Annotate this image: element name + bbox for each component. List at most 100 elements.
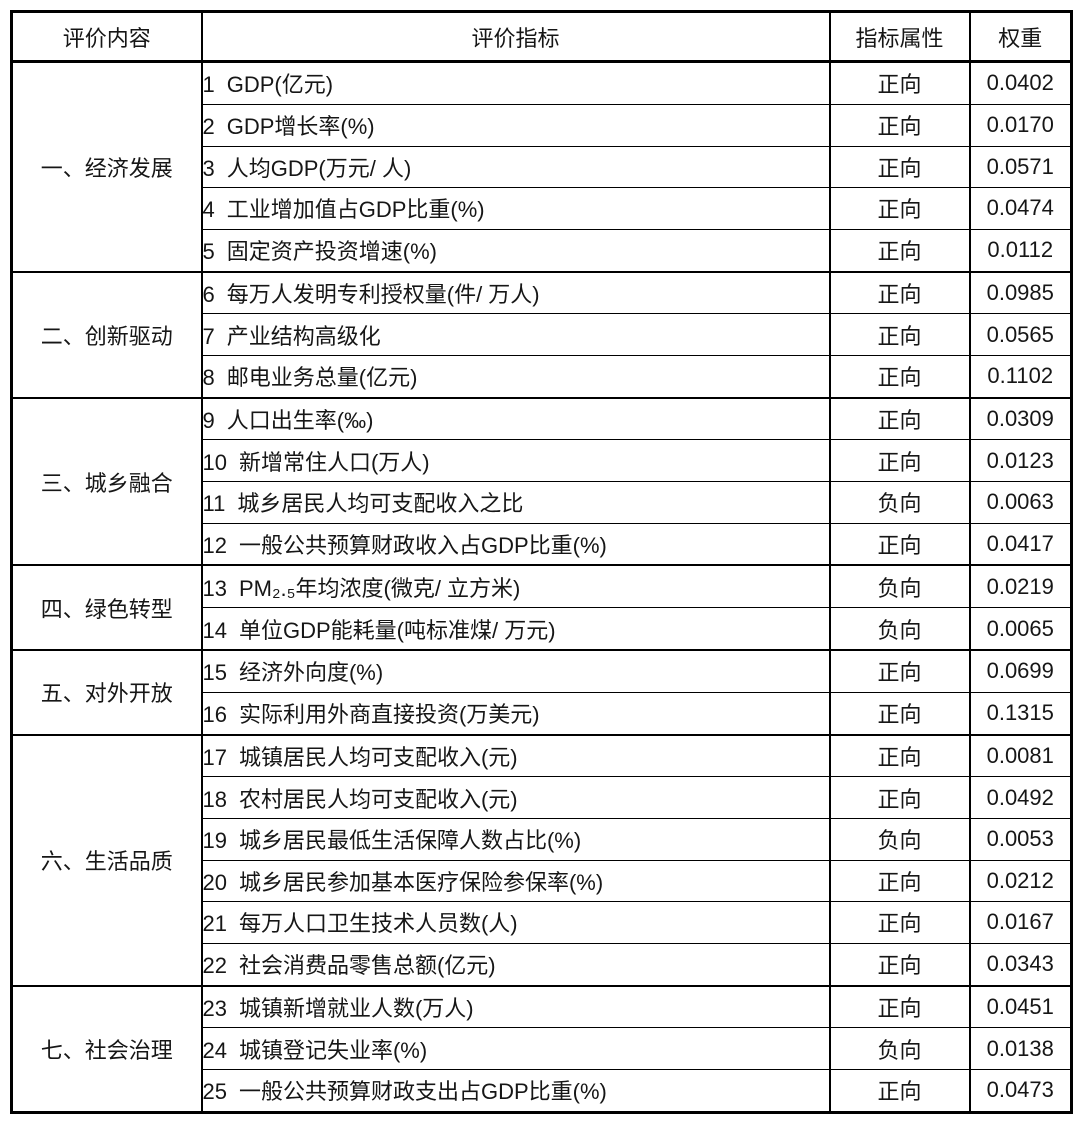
indicator-row: 六、生活品质 17 城镇居民人均可支配收入(元) 正向 0.0081 — [10, 733, 1073, 987]
category-cell: 二、创新驱动 — [10, 270, 203, 399]
indicator-label: GDP(亿元) — [226, 72, 334, 98]
indicator-number: 22 — [202, 953, 227, 979]
indicator-cell: 17 城镇居民人均可支配收入(元) — [200, 733, 831, 778]
indicator-cell: 14 单位GDP能耗量(吨标准煤/ 万元) — [200, 607, 831, 651]
weight-cell: 0.0571 — [968, 145, 1073, 189]
header-content: 评价内容 — [10, 10, 203, 63]
indicator-label: 人口出生率(‰) — [226, 408, 374, 434]
indicator-row: 四、绿色转型 13 PM₂.₅年均浓度(微克/ 立方米) 负向 0.0219 — [10, 564, 1073, 651]
indicator-number: 1 — [202, 72, 215, 98]
weight-cell: 0.0309 — [968, 396, 1073, 441]
indicator-cell: 10 新增常住人口(万人) — [200, 439, 831, 483]
weight-cell: 0.0343 — [968, 942, 1073, 987]
attribute-cell: 负向 — [828, 817, 971, 861]
category-cell: 五、对外开放 — [10, 649, 203, 736]
weight-cell: 0.0473 — [968, 1068, 1073, 1114]
weight-cell: 0.0081 — [968, 733, 1073, 778]
indicator-cell: 21 每万人口卫生技术人员数(人) — [200, 901, 831, 944]
attribute-cell: 正向 — [828, 859, 971, 903]
indicator-cell: 25 一般公共预算财政支出占GDP比重(%) — [200, 1068, 831, 1114]
indicator-label: 实际利用外商直接投资(万美元) — [238, 702, 540, 728]
evaluation-indicator-table: 评价内容 评价指标 指标属性 权重 一、经济发展 1 GDP(亿元) 正向 0.0402… — [10, 10, 1073, 1114]
indicator-row: 七、社会治理 23 城镇新增就业人数(万人) 正向 0.0451 — [10, 984, 1073, 1113]
attribute-cell: 正向 — [828, 228, 971, 273]
header-row: 评价内容 评价指标 指标属性 权重 — [10, 10, 1073, 63]
attribute-cell: 负向 — [828, 481, 971, 524]
indicator-number: 6 — [202, 281, 215, 307]
weight-cell: 0.1102 — [968, 354, 1073, 399]
attribute-cell: 正向 — [828, 145, 971, 189]
attribute-cell: 正向 — [828, 984, 971, 1029]
indicator-label: 单位GDP能耗量(吨标准煤/ 万元) — [238, 617, 556, 643]
indicator-row: 24 城镇登记失业率(%) 负向 0.0138 — [12, 1027, 1073, 1070]
indicator-number: 8 — [202, 365, 215, 391]
header-weight: 权重 — [968, 10, 1073, 63]
indicator-label: GDP增长率(%) — [226, 114, 375, 140]
indicator-number: 5 — [202, 239, 215, 265]
indicator-label: 城镇新增就业人数(万人) — [238, 995, 474, 1021]
indicator-label: 社会消费品零售总额(亿元) — [238, 953, 496, 979]
indicator-row: 一、经济发展 1 GDP(亿元) 正向 0.0402 — [10, 60, 1073, 273]
indicator-cell: 11 城乡居民人均可支配收入之比 — [200, 481, 831, 524]
indicator-number: 20 — [202, 869, 227, 895]
category-cell: 六、生活品质 — [10, 733, 203, 987]
indicator-cell: 20 城乡居民参加基本医疗保险参保率(%) — [200, 859, 831, 903]
indicator-label: 一般公共预算财政收入占GDP比重(%) — [238, 533, 607, 559]
indicator-label: 一般公共预算财政支出占GDP比重(%) — [238, 1079, 607, 1105]
indicator-row: 5 固定资产投资增速(%) 正向 0.0112 — [12, 228, 1073, 273]
indicator-row: 21 每万人口卫生技术人员数(人) 正向 0.0167 — [12, 901, 1073, 944]
category-cell: 三、城乡融合 — [10, 396, 203, 566]
table-body: 一、经济发展 1 GDP(亿元) 正向 0.0402 2 GDP增长率(%) 正向 0.0170… — [10, 60, 1073, 1114]
indicator-number: 10 — [202, 449, 227, 475]
indicator-label: 每万人发明专利授权量(件/ 万人) — [226, 281, 540, 307]
attribute-cell: 负向 — [828, 607, 971, 651]
indicator-row: 五、对外开放 15 经济外向度(%) 正向 0.0699 — [10, 648, 1073, 736]
indicator-number: 3 — [202, 155, 215, 181]
weight-cell: 0.0451 — [968, 984, 1073, 1029]
indicator-cell: 3 人均GDP(万元/ 人) — [200, 145, 831, 189]
indicator-number: 11 — [202, 491, 226, 517]
indicator-label: 城乡居民最低生活保障人数占比(%) — [238, 828, 582, 854]
indicator-label: 人均GDP(万元/ 人) — [226, 155, 412, 181]
indicator-cell: 18 农村居民人均可支配收入(元) — [200, 776, 831, 819]
indicator-row: 4 工业增加值占GDP比重(%) 正向 0.0474 — [12, 187, 1073, 230]
category-cell: 七、社会治理 — [10, 984, 203, 1113]
header-attribute: 指标属性 — [828, 10, 971, 63]
indicator-number: 2 — [202, 114, 215, 140]
attribute-cell: 负向 — [828, 564, 971, 609]
indicator-cell: 22 社会消费品零售总额(亿元) — [200, 942, 831, 987]
indicator-label: 工业增加值占GDP比重(%) — [226, 197, 485, 223]
weight-cell: 0.0170 — [968, 103, 1073, 147]
weight-cell: 0.0212 — [968, 859, 1073, 903]
indicator-cell: 13 PM₂.₅年均浓度(微克/ 立方米) — [200, 564, 831, 609]
weight-cell: 0.0565 — [968, 313, 1073, 356]
attribute-cell: 正向 — [828, 901, 971, 944]
indicator-number: 17 — [202, 744, 227, 770]
indicator-row: 2 GDP增长率(%) 正向 0.0170 — [12, 103, 1073, 147]
attribute-cell: 正向 — [828, 313, 971, 356]
indicator-row: 22 社会消费品零售总额(亿元) 正向 0.0343 — [12, 942, 1073, 987]
weight-cell: 0.0492 — [968, 776, 1073, 819]
category-cell: 一、经济发展 — [10, 60, 203, 273]
indicator-cell: 16 实际利用外商直接投资(万美元) — [200, 691, 831, 736]
indicator-row: 二、创新驱动 6 每万人发明专利授权量(件/ 万人) 正向 0.0985 — [10, 270, 1073, 399]
indicator-number: 23 — [202, 995, 227, 1021]
attribute-cell: 正向 — [828, 648, 971, 693]
indicator-row: 8 邮电业务总量(亿元) 正向 0.1102 — [12, 354, 1073, 399]
indicator-cell: 15 经济外向度(%) — [200, 648, 831, 693]
indicator-cell: 9 人口出生率(‰) — [200, 396, 831, 441]
weight-cell: 0.0699 — [968, 648, 1073, 693]
weight-cell: 0.0417 — [968, 522, 1073, 566]
indicator-cell: 2 GDP增长率(%) — [200, 103, 831, 147]
indicator-label: 城乡居民人均可支配收入之比 — [237, 491, 524, 517]
weight-cell: 0.0123 — [968, 439, 1073, 483]
indicator-row: 3 人均GDP(万元/ 人) 正向 0.0571 — [12, 145, 1073, 189]
indicator-label: 固定资产投资增速(%) — [226, 239, 437, 265]
weight-cell: 0.0985 — [968, 270, 1073, 315]
indicator-number: 9 — [202, 408, 215, 434]
indicator-label: 每万人口卫生技术人员数(人) — [238, 911, 518, 937]
weight-cell: 0.0167 — [968, 901, 1073, 944]
indicator-number: 24 — [202, 1037, 227, 1063]
category-cell: 四、绿色转型 — [10, 564, 203, 651]
